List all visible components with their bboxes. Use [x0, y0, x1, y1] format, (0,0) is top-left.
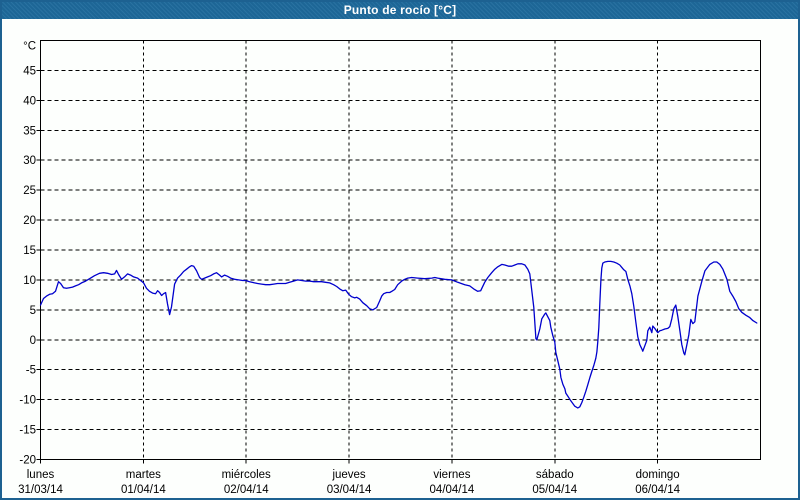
- chart-title-bar: Punto de rocío [°C]: [2, 2, 798, 19]
- x-tick-day-date: 04/04/14: [430, 484, 475, 496]
- y-tick-label: 25: [23, 185, 36, 197]
- plot-border: [40, 40, 761, 460]
- y-tick-label: 0: [30, 335, 36, 347]
- x-tick-day-name: lunes: [27, 469, 55, 481]
- y-gridlines: [40, 69, 761, 431]
- y-tick-labels: 45 40 35 30 25 20 15 10 5 0 -5 -10 -15 -20 °C: [19, 41, 36, 467]
- y-tick-label: 15: [23, 245, 36, 257]
- x-tick-day-name: domingo: [636, 469, 680, 481]
- dewpoint-series-line: [39, 260, 758, 409]
- x-tick-day-date: 03/04/14: [327, 484, 372, 496]
- x-tick-day-date: 06/04/14: [635, 484, 680, 496]
- y-tick-label: -15: [19, 425, 36, 437]
- x-tick-day-name: sábado: [536, 469, 574, 481]
- x-tick-labels: lunes 31/03/14 martes 01/04/14 miércoles 02/0…: [18, 469, 681, 496]
- x-tick-day-date: 01/04/14: [121, 484, 166, 496]
- x-tick-day-date: 02/04/14: [224, 484, 269, 496]
- y-tick-label: -5: [26, 365, 36, 377]
- y-tick-label: 20: [23, 215, 36, 227]
- y-tick-label: 30: [23, 155, 36, 167]
- chart-title: Punto de rocío [°C]: [343, 3, 457, 17]
- y-tick-label: 5: [30, 305, 36, 317]
- y-tick-label: -20: [19, 455, 36, 467]
- y-tick-label: -10: [19, 395, 36, 407]
- x-tick-day-name: miércoles: [222, 469, 271, 481]
- y-tick-label: 35: [23, 125, 36, 137]
- axis-ticks: [36, 69, 659, 464]
- y-tick-label: 45: [23, 65, 36, 77]
- x-tick-day-date: 05/04/14: [532, 484, 577, 496]
- x-tick-day-name: martes: [126, 469, 161, 481]
- x-tick-day-name: viernes: [433, 469, 470, 481]
- x-tick-day-name: jueves: [331, 469, 365, 481]
- x-gridlines: [142, 40, 659, 460]
- y-tick-label: 10: [23, 275, 36, 287]
- y-axis-unit-label: °C: [23, 41, 36, 53]
- x-tick-day-date: 31/03/14: [18, 484, 63, 496]
- y-tick-label: 40: [23, 95, 36, 107]
